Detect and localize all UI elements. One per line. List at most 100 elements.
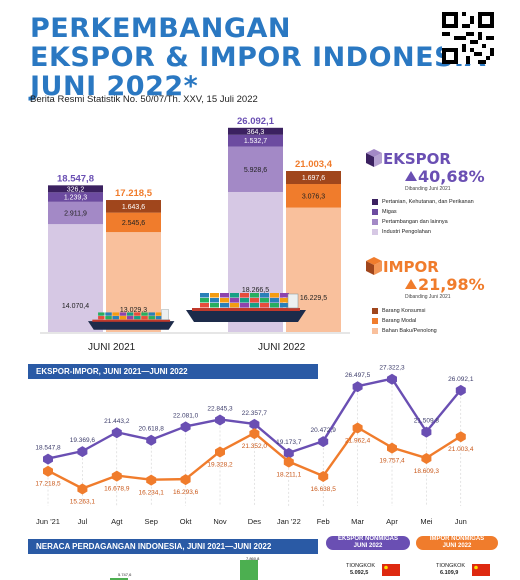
import-point — [215, 446, 225, 458]
ship-container — [119, 316, 127, 320]
export-point — [77, 446, 88, 458]
ship-container — [155, 312, 163, 316]
import-point-label: 16.234,1 — [139, 490, 165, 497]
export-point-label: 19.369,6 — [70, 437, 96, 444]
month-tick-label: Jul — [78, 517, 88, 526]
import-point — [111, 470, 122, 482]
ship-container — [270, 303, 279, 308]
ship-container — [230, 298, 239, 303]
qr-code-icon[interactable] — [442, 12, 494, 64]
ship-bridge — [161, 309, 169, 320]
export-point — [215, 414, 225, 426]
ship-container — [105, 316, 112, 320]
ekspor-legend-item: Industri Pengolahan — [372, 227, 474, 237]
import-bar-total-label: 21.003,4 — [295, 159, 333, 170]
ekspor-growth-pct: 40,68% — [418, 167, 485, 186]
export-bar-value-label: 18.266,5 — [242, 287, 269, 294]
export-point-label: 22.081,0 — [173, 412, 199, 419]
import-bar-value-label: 16.229,5 — [300, 295, 327, 302]
month-tick-label: Sep — [145, 517, 158, 526]
import-bar-value-label: 13.029,3 — [120, 307, 147, 314]
ship-hull — [88, 321, 175, 330]
legend-swatch — [372, 229, 378, 235]
flag-field — [382, 564, 400, 576]
ship-container — [210, 298, 219, 303]
import-point-label: 15.263,1 — [70, 499, 96, 506]
ship-container — [98, 316, 105, 320]
export-point — [111, 427, 122, 439]
release-subtitle: Berita Resmi Statistik No. 50/07/Th. XXV… — [30, 94, 258, 105]
month-tick-label: Agt — [111, 517, 123, 526]
legend-swatch — [372, 308, 378, 314]
impor-legend-item: Barang Konsumsi — [372, 306, 437, 316]
title-line-2: EKSPOR & IMPOR INDONESIA — [30, 42, 486, 73]
import-point — [283, 456, 294, 468]
export-bar-value-label: 1.239,3 — [64, 195, 87, 202]
export-bar-segment — [228, 146, 283, 192]
export-point-label: 21.443,2 — [104, 418, 130, 425]
legend-swatch — [372, 209, 378, 215]
flag-star — [384, 565, 388, 570]
import-point-label: 21.962,4 — [345, 438, 371, 445]
ship-bridge — [287, 293, 299, 309]
legend-swatch — [372, 219, 378, 225]
export-point-label: 20.472,9 — [311, 427, 337, 434]
ship-container — [200, 303, 209, 308]
import-point-label: 16.293,6 — [173, 489, 199, 496]
ship-container — [141, 316, 148, 320]
month-tick-label: Okt — [180, 517, 193, 526]
import-point — [249, 428, 260, 440]
ship-container — [112, 312, 119, 316]
export-point — [146, 434, 157, 446]
cube-right — [374, 261, 382, 275]
month-tick-label: Mar — [351, 517, 364, 526]
month-tick-label: Jun '21 — [36, 517, 60, 526]
neraca-bar — [110, 578, 128, 580]
ekspor-cube-icon — [366, 149, 382, 167]
export-point — [43, 453, 53, 465]
page-title: PERKEMBANGAN EKSPOR & IMPOR INDONESIA JU… — [30, 14, 486, 101]
import-point — [455, 431, 466, 443]
ship-container — [280, 298, 289, 303]
cube-right — [374, 153, 382, 167]
ship-container — [270, 293, 279, 298]
line-chart-banner: EKSPOR-IMPOR, JUNI 2021—JUNI 2022 — [28, 364, 318, 379]
import-point — [43, 465, 53, 477]
tiongkok-impor-label: TIONGKOK — [436, 563, 466, 569]
ekspor-up-arrow-icon — [405, 171, 417, 181]
month-tick-label: Mei — [420, 517, 432, 526]
tiongkok-impor-value: 6.109,9 — [440, 570, 459, 576]
ship-container — [260, 293, 269, 298]
export-bar-segment — [48, 201, 103, 225]
legend-swatch — [372, 318, 378, 324]
ekspor-compare-note: Dibanding Juni 2021 — [405, 186, 451, 192]
export-point-label: 18.547,8 — [35, 445, 61, 452]
ship-container — [148, 312, 155, 316]
ship-container — [155, 316, 163, 320]
year-label-2021: JUNI 2021 — [88, 342, 136, 353]
import-bar-segment — [286, 171, 341, 185]
ship-container — [260, 303, 269, 308]
export-point-label: 27.322,3 — [379, 365, 405, 372]
ship-container — [230, 303, 239, 308]
export-point — [421, 426, 432, 438]
ship-container — [126, 316, 134, 320]
title-line-3: JUNI 2022* — [30, 71, 199, 102]
ship-container — [98, 312, 105, 316]
tiongkok-ekspor-label: TIONGKOK — [346, 563, 376, 569]
impor-legend-list: Barang Konsumsi Barang Modal Bahan Baku/… — [372, 306, 437, 336]
year-label-2022: JUNI 2022 — [258, 342, 306, 353]
ship-container — [126, 312, 134, 316]
ekspor-legend-title: EKSPOR — [383, 150, 451, 168]
ship-container — [210, 293, 219, 298]
legend-swatch — [372, 199, 378, 205]
export-bar-segment — [48, 185, 103, 193]
export-point-label: 26.497,5 — [345, 372, 371, 379]
month-tick-label: Nov — [213, 517, 227, 526]
import-point-label: 16.678,9 — [104, 486, 130, 493]
export-point — [387, 373, 397, 385]
export-bar-segment — [48, 192, 103, 202]
import-point — [421, 453, 432, 465]
neraca-bar-value-1: 7.860,8 — [246, 556, 260, 561]
